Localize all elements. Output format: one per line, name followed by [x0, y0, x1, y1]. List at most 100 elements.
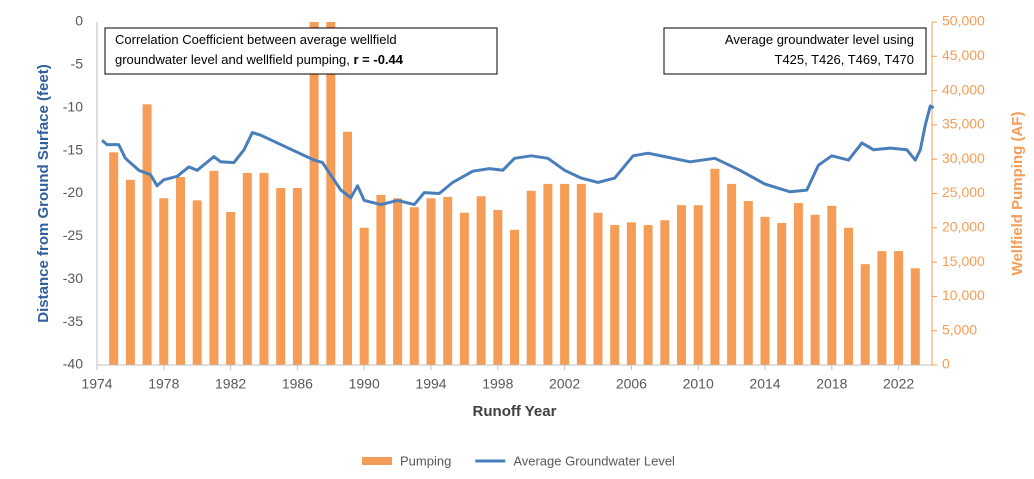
bar	[827, 205, 837, 365]
bar	[359, 227, 369, 365]
x-tick-label: 1990	[349, 376, 380, 392]
legend-label: Average Groundwater Level	[513, 453, 675, 468]
x-tick-label: 2018	[816, 376, 847, 392]
x-tick-label: 1982	[215, 376, 246, 392]
bar	[226, 212, 236, 365]
bar	[844, 227, 853, 365]
bar	[643, 225, 653, 365]
legend-label: Pumping	[400, 453, 451, 468]
bar	[409, 207, 419, 365]
y2-tick-label: 15,000	[942, 253, 985, 269]
bar	[125, 179, 135, 365]
y2-tick-label: 35,000	[942, 116, 985, 132]
y-tick-label: -5	[71, 56, 84, 72]
bar	[109, 152, 119, 365]
x-tick-label: 1994	[415, 376, 446, 392]
bar	[626, 222, 636, 365]
legend-swatch	[362, 457, 392, 465]
bar	[510, 229, 519, 365]
annotation-line: T425, T426, T469, T470	[775, 52, 915, 67]
y-axis-title: Distance from Ground Surface (feet)	[35, 64, 52, 322]
annotation: Average groundwater level using T425, T42…	[663, 27, 927, 75]
x-tick-label: 1986	[282, 376, 313, 392]
annotation-text: T425, T426, T469, T470	[775, 52, 915, 67]
bar	[693, 205, 703, 365]
bar	[710, 168, 720, 365]
y-tick-label: 0	[75, 13, 83, 29]
bar	[376, 194, 386, 365]
y-tick-label: -10	[63, 98, 83, 114]
y2-tick-label: 45,000	[942, 47, 985, 63]
annotation-box	[104, 27, 498, 75]
x-tick-label: 1974	[81, 376, 112, 392]
bar	[610, 225, 620, 365]
bar	[576, 183, 586, 365]
bar	[459, 212, 469, 365]
x-tick-label: 2006	[616, 376, 647, 392]
y2-tick-label: 20,000	[942, 219, 985, 235]
x-tick-label: 1998	[482, 376, 513, 392]
bar	[860, 264, 870, 365]
bar	[877, 251, 887, 365]
bar	[476, 196, 486, 365]
x-tick-label: 2014	[749, 376, 780, 392]
bar	[793, 203, 803, 365]
bar	[142, 104, 152, 365]
y2-axis-title: Wellfield Pumping (AF)	[1009, 112, 1026, 276]
bar	[393, 198, 403, 365]
y2-tick-label: 40,000	[942, 81, 985, 97]
annotation-line: groundwater level and wellfield pumping,	[115, 52, 353, 67]
bar	[526, 190, 536, 365]
annotation: Correlation Coefficient between average …	[104, 27, 498, 75]
bar	[777, 222, 787, 365]
bar	[326, 22, 336, 365]
bar	[727, 183, 737, 365]
y-tick-label: -30	[63, 270, 83, 286]
y-tick-label: -35	[63, 313, 83, 329]
x-tick-label: 2002	[549, 376, 580, 392]
x-tick-label: 2022	[883, 376, 914, 392]
annotation-line: Correlation Coefficient between average …	[115, 32, 397, 47]
bar	[443, 196, 453, 365]
bar	[192, 200, 202, 365]
y2-tick-label: 30,000	[942, 150, 985, 166]
bar	[159, 198, 169, 365]
y2-tick-label: 50,000	[942, 13, 985, 29]
y2-tick-label: 5,000	[942, 321, 977, 337]
bar	[910, 268, 920, 365]
bar	[593, 212, 603, 365]
line	[101, 104, 935, 207]
x-tick-label: 1978	[148, 376, 179, 392]
annotation-bold: r = -0.44	[353, 52, 403, 67]
bar	[760, 216, 770, 365]
x-axis-title: Runoff Year	[473, 403, 557, 420]
x-tick-label: 2010	[683, 376, 714, 392]
y2-tick-label: 25,000	[942, 184, 985, 200]
y2-tick-label: 0	[942, 356, 950, 372]
bar	[677, 205, 686, 365]
annotation-text: Average groundwater level using	[725, 32, 914, 47]
y-tick-label: -15	[63, 141, 83, 157]
bar	[426, 198, 436, 365]
bar	[259, 172, 269, 365]
y-tick-label: -25	[63, 227, 83, 243]
bar	[343, 131, 352, 365]
bar	[894, 251, 904, 365]
annotation-text: Correlation Coefficient between average …	[115, 32, 397, 47]
y-tick-label: -20	[63, 184, 83, 200]
bar	[292, 188, 302, 365]
y-tick-label: -40	[63, 356, 83, 372]
annotation-text: groundwater level and wellfield pumping,…	[115, 52, 404, 67]
bar	[810, 214, 820, 365]
annotation-box	[663, 27, 927, 75]
bar	[309, 22, 319, 365]
y2-tick-label: 10,000	[942, 287, 985, 303]
bar	[560, 183, 570, 365]
bar	[209, 170, 219, 365]
bar	[276, 188, 286, 365]
annotation-line: Average groundwater level using	[725, 32, 914, 47]
bar	[493, 209, 503, 365]
bar	[660, 220, 670, 365]
bar	[176, 177, 185, 365]
